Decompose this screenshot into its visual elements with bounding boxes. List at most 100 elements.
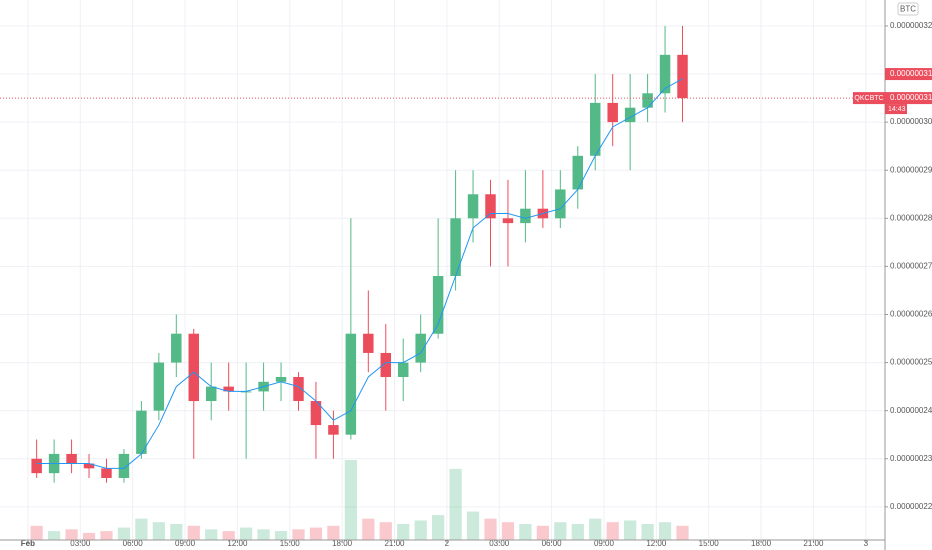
candle-body <box>485 194 496 219</box>
x-tick-label: 15:00 <box>280 539 301 548</box>
y-tick-label: 0.00000028 <box>890 213 932 222</box>
volume-bar <box>432 515 445 540</box>
candle-body <box>310 401 322 426</box>
candle-body <box>83 463 95 469</box>
volume-bar <box>65 529 78 540</box>
volume-bar <box>327 525 340 540</box>
x-tick-label: 21:00 <box>384 539 405 548</box>
x-tick-label: 2 <box>445 539 450 548</box>
volume-bar <box>589 518 602 540</box>
volume-bar <box>205 529 218 540</box>
volume-bar <box>484 518 497 540</box>
candle-body <box>520 208 531 224</box>
volume-bar <box>466 511 480 540</box>
x-tick-label: 18:00 <box>332 539 353 548</box>
volume-bar <box>274 531 288 540</box>
volume-bar <box>571 524 584 540</box>
candle-body <box>205 386 217 402</box>
volume-bar <box>624 520 637 540</box>
candle-body <box>118 453 130 478</box>
x-tick-label: 15:00 <box>699 539 720 548</box>
volume-bar <box>257 529 270 540</box>
candle-body <box>432 276 444 334</box>
volume-bar <box>82 532 96 540</box>
symbol-tag <box>853 92 885 105</box>
candle-body <box>450 218 461 277</box>
x-tick-label: 18:00 <box>751 539 772 548</box>
candle-body <box>328 425 339 435</box>
candle-body <box>223 386 234 392</box>
y-tick-label: 0.00000026 <box>890 310 932 319</box>
volume-bar <box>501 522 515 540</box>
candle-body <box>397 362 409 377</box>
x-tick-label: Feb <box>21 539 35 548</box>
volume-bar <box>135 518 148 540</box>
volume-bar <box>100 531 113 540</box>
x-tick-label: 12:00 <box>646 539 667 548</box>
volume-bar <box>152 522 165 540</box>
candle-body <box>275 376 287 382</box>
volume-bar <box>641 524 654 540</box>
high-label: 0.00000031 <box>890 69 932 78</box>
x-tick-label: 06:00 <box>123 539 144 548</box>
volume-bar <box>449 468 462 540</box>
moving-average <box>36 78 683 469</box>
candle-body <box>345 333 357 435</box>
candle-body <box>188 333 199 402</box>
candle-body <box>555 189 566 219</box>
countdown-tag <box>885 104 907 115</box>
candle-body <box>101 468 112 478</box>
x-tick-label: 3 <box>864 539 869 548</box>
volume-bar <box>362 518 375 540</box>
y-tick-label: 0.00000022 <box>890 502 932 511</box>
volume-bar <box>554 522 567 540</box>
candle-body <box>415 333 426 363</box>
x-tick-label: 09:00 <box>594 539 615 548</box>
candle-body <box>31 458 42 474</box>
currency: BTC <box>900 5 916 14</box>
candle-body <box>293 376 304 402</box>
candle-body <box>624 107 636 123</box>
candle-body <box>677 54 688 99</box>
x-tick-label: 09:00 <box>175 539 196 548</box>
candle-body <box>467 194 479 219</box>
volume-bar <box>676 525 689 540</box>
y-tick-label: 0.00000032 <box>890 21 932 30</box>
volume-bar <box>658 522 672 540</box>
volume-bar <box>48 531 61 540</box>
y-tick-label: 0.00000023 <box>890 454 932 463</box>
x-tick-label: 03:00 <box>489 539 510 548</box>
candle-body <box>171 333 182 363</box>
countdown: 14:43 <box>888 106 906 113</box>
x-tick-label: 12:00 <box>227 539 248 548</box>
volume-bar <box>606 522 619 540</box>
volume-bar <box>117 527 131 540</box>
volume <box>30 460 689 540</box>
last-price-label: 0.00000031 <box>890 93 932 102</box>
volume-bar <box>222 531 235 540</box>
volume-bar <box>170 524 183 540</box>
candle-body <box>590 102 601 156</box>
y-tick-label: 0.00000025 <box>890 358 932 367</box>
y-tick-label: 0.00000029 <box>890 165 932 174</box>
currency-box[interactable] <box>897 2 919 16</box>
y-tick-label: 0.00000024 <box>890 406 932 415</box>
candle-body <box>659 54 671 94</box>
candle-body <box>642 93 653 108</box>
y-tick-label: 0.00000027 <box>890 262 932 271</box>
last-price-tag <box>885 92 932 105</box>
volume-bar <box>292 529 305 540</box>
candle-body <box>66 453 77 464</box>
candle-body <box>607 102 618 123</box>
volume-bar <box>344 460 357 540</box>
volume-bar <box>397 524 410 540</box>
volume-bar <box>379 522 392 540</box>
candle-body <box>136 410 147 454</box>
volume-bar <box>187 525 200 540</box>
symbol: QKCBTC <box>854 95 883 102</box>
x-tick-label: 21:00 <box>803 539 824 548</box>
volume-bar <box>536 525 549 540</box>
x-tick-label: 03:00 <box>70 539 91 548</box>
